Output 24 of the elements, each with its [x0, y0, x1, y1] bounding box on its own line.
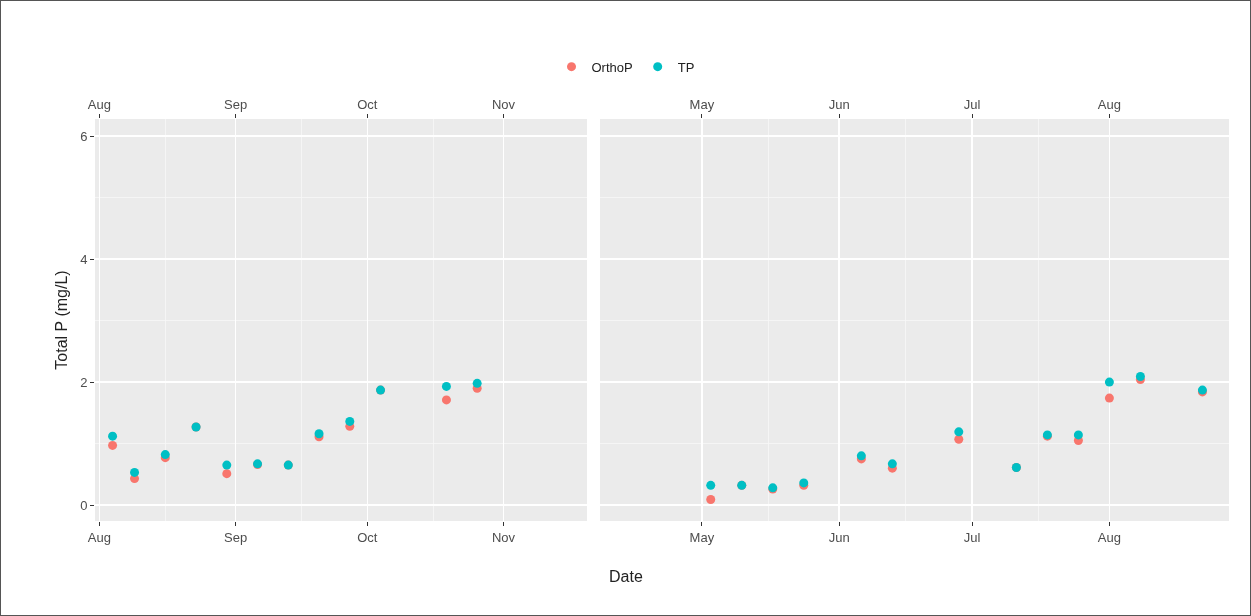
y-tick-label: 2 — [80, 374, 88, 390]
y-tick-label: 4 — [80, 251, 88, 267]
x-tick-label: Aug — [1097, 96, 1121, 112]
legend-label: TP — [677, 59, 695, 75]
legend-label: OrthoP — [591, 59, 633, 75]
x-tick-label: Sep — [224, 96, 248, 112]
x-tick-label: May — [689, 96, 715, 112]
x2-tick-label: Oct — [357, 529, 378, 545]
x-tick-label: Oct — [357, 96, 378, 112]
x-tick-label: Nov — [491, 96, 516, 112]
x-tick-label: Jul — [963, 96, 981, 112]
x2-tick-label: Nov — [491, 529, 516, 545]
x2-tick-label: Jun — [828, 529, 850, 545]
y-tick-label: 6 — [80, 128, 88, 144]
y-tick-label: 0 — [80, 497, 88, 513]
x-tick-label: Aug — [87, 96, 111, 112]
x2-tick-label: Aug — [87, 529, 111, 545]
x-axis-title: Date — [609, 568, 643, 585]
y-axis-title: Total P (mg/L) — [53, 270, 71, 370]
x2-tick-label: Sep — [224, 529, 248, 545]
x2-tick-label: Jul — [963, 529, 981, 545]
x2-tick-label: May — [689, 529, 715, 545]
x-tick-label: Jun — [828, 96, 850, 112]
x2-tick-label: Aug — [1097, 529, 1121, 545]
